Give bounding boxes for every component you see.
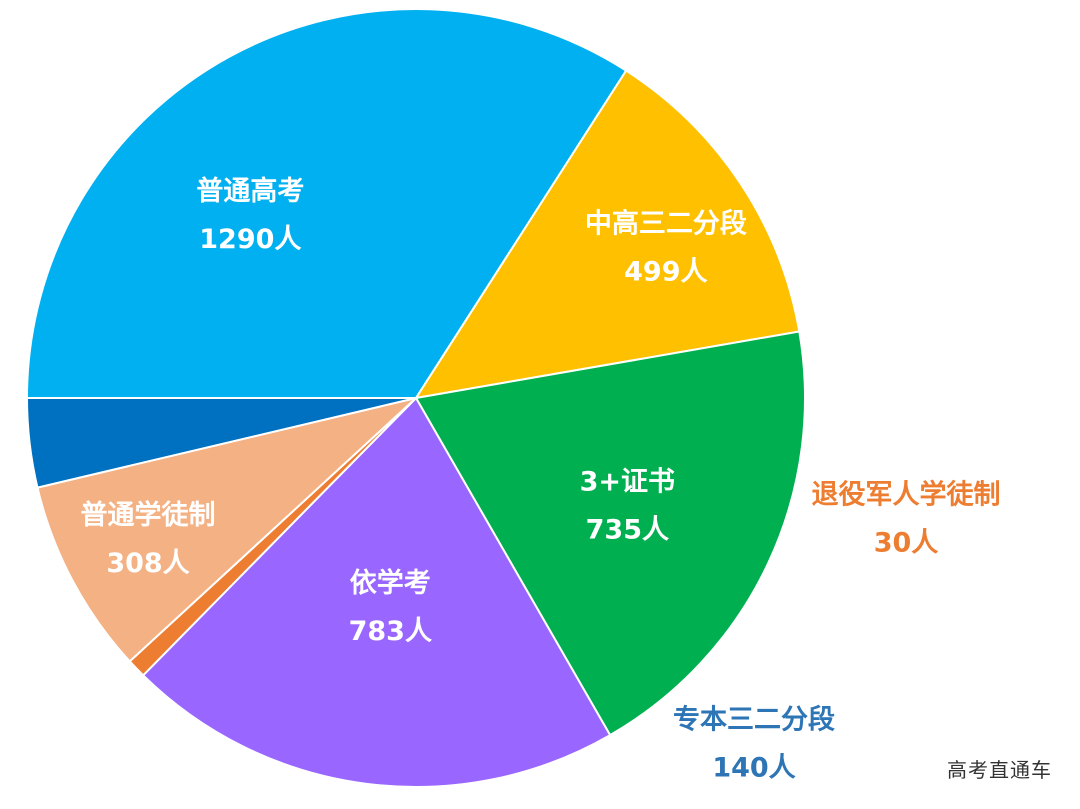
slice-name-label: 普通学徒制 — [81, 499, 216, 531]
slice-value-label: 783人 — [349, 616, 432, 647]
watermark-text: 高考直通车 — [947, 758, 1052, 782]
slice-value-label: 30人 — [874, 528, 939, 559]
slice-name-label: 依学考 — [350, 567, 431, 599]
slice-name-label: 专本三二分段 — [673, 705, 835, 736]
pie-slice — [413, 69, 801, 400]
pie-slices — [25, 8, 806, 788]
slice-name-label: 中高三二分段 — [585, 207, 747, 239]
pie-slice — [25, 397, 417, 489]
slice-value-label: 1290人 — [199, 224, 301, 255]
pie-slice — [25, 8, 628, 399]
slice-value-label: 735人 — [586, 515, 669, 546]
slice-name-label: 普通高考 — [196, 175, 304, 207]
pie-slice — [36, 396, 420, 663]
pie-slice — [141, 396, 612, 788]
slice-name-label: 3+证书 — [580, 467, 675, 498]
slice-value-label: 140人 — [712, 753, 795, 784]
slice-value-label: 308人 — [106, 548, 189, 579]
slice-value-label: 499人 — [624, 256, 707, 287]
pie-slice — [414, 330, 806, 737]
slice-name-label: 退役军人学徒制 — [812, 479, 1001, 511]
